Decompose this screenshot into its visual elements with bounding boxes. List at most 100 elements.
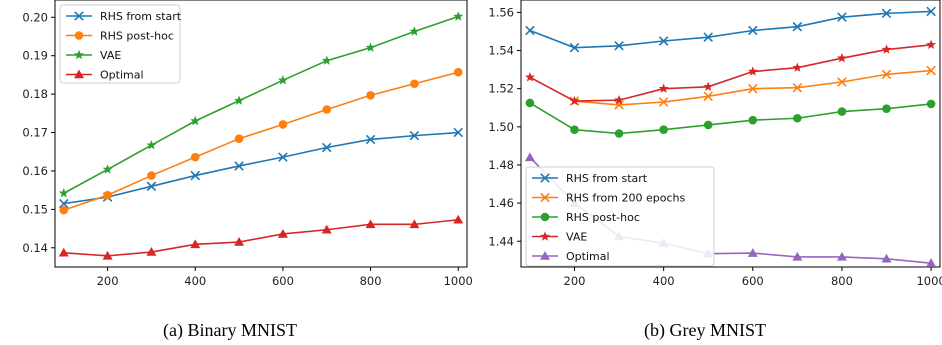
data-point-rhs-from-start bbox=[59, 198, 69, 209]
legend-marker bbox=[74, 49, 84, 60]
series-vae bbox=[58, 11, 464, 198]
legend-marker bbox=[540, 212, 550, 222]
data-point-rhs-from-200-epochs bbox=[748, 83, 758, 94]
legend-label-rhs-post-hoc: RHS post-hoc bbox=[566, 211, 640, 224]
data-point-optimal bbox=[102, 250, 113, 260]
series-rhs-post-hoc bbox=[59, 67, 463, 215]
data-point-rhs-post-hoc bbox=[234, 134, 244, 143]
data-point-rhs-from-start bbox=[703, 32, 713, 42]
data-point-optimal bbox=[58, 247, 69, 257]
series-line-optimal bbox=[63, 218, 459, 257]
legend-marker bbox=[74, 31, 84, 40]
series-line-rhs-from-start bbox=[529, 10, 932, 49]
data-point-rhs-from-200-epochs bbox=[792, 82, 803, 93]
data-point-rhs-post-hoc bbox=[525, 98, 535, 108]
data-point-rhs-from-start bbox=[525, 25, 535, 36]
caption-binary-mnist: (a) Binary MNIST bbox=[163, 320, 297, 341]
data-point-rhs-post-hoc bbox=[926, 99, 936, 109]
data-point-rhs-post-hoc bbox=[614, 129, 624, 138]
data-point-vae bbox=[524, 72, 535, 82]
x-tick-label: 600 bbox=[742, 274, 764, 288]
x-tick-label: 800 bbox=[831, 274, 853, 288]
series-rhs-from-start bbox=[59, 127, 463, 209]
series-rhs-from-200-epochs bbox=[569, 65, 936, 110]
data-point-rhs-from-start bbox=[365, 134, 376, 145]
data-point-vae bbox=[321, 55, 332, 65]
data-point-rhs-from-start bbox=[278, 152, 288, 162]
data-point-vae bbox=[703, 81, 714, 91]
x-tick-label: 800 bbox=[360, 274, 382, 288]
series-vae bbox=[524, 39, 937, 106]
legend: RHS from start RHS post-hoc VAE Optimal bbox=[59, 4, 182, 84]
data-point-vae bbox=[658, 83, 669, 93]
data-point-rhs-from-200-epochs bbox=[926, 65, 936, 76]
data-point-rhs-from-start bbox=[409, 130, 420, 141]
data-point-optimal bbox=[409, 219, 420, 229]
data-point-optimal bbox=[321, 224, 332, 234]
data-point-vae bbox=[836, 52, 847, 63]
data-point-rhs-from-start bbox=[569, 42, 580, 53]
data-point-optimal bbox=[792, 251, 803, 261]
data-point-rhs-from-start bbox=[453, 127, 463, 138]
y-tick-label: 1.54 bbox=[488, 44, 514, 58]
data-point-rhs-post-hoc bbox=[322, 105, 332, 114]
data-point-rhs-post-hoc bbox=[147, 171, 156, 180]
data-point-vae bbox=[792, 62, 803, 72]
legend-label-optimal: Optimal bbox=[100, 69, 144, 82]
y-tick-label: 1.50 bbox=[488, 120, 514, 134]
series-optimal bbox=[58, 214, 464, 260]
y-tick-label: 0.17 bbox=[22, 126, 48, 140]
x-tick-label: 600 bbox=[272, 274, 294, 288]
y-tick-label: 1.46 bbox=[488, 196, 514, 210]
y-tick-label: 0.19 bbox=[22, 49, 48, 63]
data-point-rhs-post-hoc bbox=[278, 120, 288, 129]
data-point-rhs-from-start bbox=[614, 41, 624, 51]
series-line-rhs-from-start bbox=[63, 131, 459, 205]
data-point-vae bbox=[277, 75, 288, 85]
y-tick-label: 0.14 bbox=[22, 241, 48, 255]
data-point-vae bbox=[453, 11, 464, 21]
legend-marker bbox=[540, 251, 550, 260]
data-point-rhs-post-hoc bbox=[837, 107, 847, 116]
data-point-vae bbox=[926, 39, 937, 50]
data-point-rhs-from-start bbox=[234, 161, 244, 171]
data-point-rhs-post-hoc bbox=[703, 120, 713, 130]
data-point-vae bbox=[365, 42, 376, 52]
data-point-rhs-from-start bbox=[321, 142, 332, 153]
series-line-rhs-post-hoc bbox=[529, 102, 932, 135]
data-point-vae bbox=[58, 188, 69, 198]
data-point-rhs-from-200-epochs bbox=[703, 91, 713, 102]
data-point-rhs-from-start bbox=[748, 25, 758, 36]
x-tick-label: 1000 bbox=[444, 274, 473, 288]
data-point-vae bbox=[146, 140, 157, 150]
data-point-rhs-from-start bbox=[146, 181, 157, 192]
legend-marker bbox=[540, 192, 550, 203]
legend-marker bbox=[74, 69, 84, 79]
legend-box bbox=[525, 166, 715, 267]
data-point-optimal bbox=[146, 247, 157, 256]
data-point-vae bbox=[102, 164, 113, 174]
data-point-rhs-from-start bbox=[190, 170, 201, 181]
data-point-optimal bbox=[926, 258, 937, 267]
series-rhs-from-start bbox=[525, 6, 936, 53]
data-point-rhs-from-200-epochs bbox=[881, 69, 892, 80]
x-tick-label: 200 bbox=[97, 274, 119, 288]
data-point-optimal bbox=[234, 237, 245, 246]
data-point-rhs-post-hoc bbox=[59, 205, 69, 215]
x-tick-label: 1000 bbox=[916, 274, 942, 288]
data-point-rhs-from-start bbox=[837, 12, 847, 22]
data-point-rhs-from-start bbox=[658, 36, 669, 46]
legend-label-vae: VAE bbox=[100, 49, 121, 62]
data-point-rhs-post-hoc bbox=[366, 90, 375, 100]
data-point-vae bbox=[614, 94, 625, 105]
y-tick-label: 0.16 bbox=[22, 164, 48, 178]
data-point-rhs-post-hoc bbox=[410, 79, 419, 89]
panel-grey-mnist: 200 400 600 800 1000 1.44 1.46 1.48 1.50 1.52 1.54… bbox=[488, 0, 942, 288]
data-point-optimal bbox=[277, 228, 288, 238]
legend: RHS from start RHS from 200 epochs RHS pos… bbox=[525, 166, 715, 267]
data-point-rhs-post-hoc bbox=[793, 113, 802, 123]
legend-label-rhs-from-start: RHS from start bbox=[100, 10, 182, 23]
data-point-rhs-from-start bbox=[792, 21, 803, 32]
data-point-optimal bbox=[365, 219, 376, 229]
data-point-optimal bbox=[881, 253, 892, 263]
